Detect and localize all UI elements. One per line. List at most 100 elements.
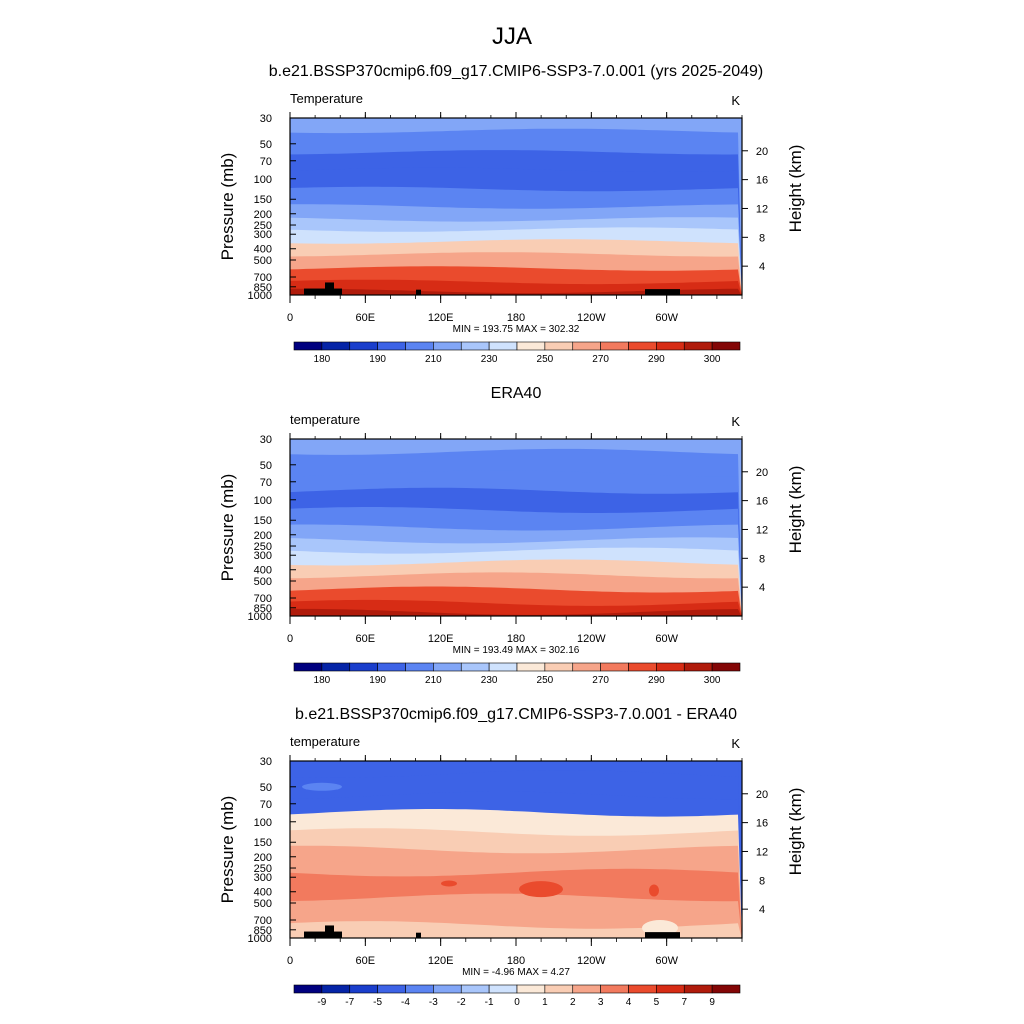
variable-label: temperature bbox=[290, 412, 360, 427]
colorbar-box bbox=[460, 662, 490, 672]
colorbar-label: 9 bbox=[709, 997, 715, 1008]
pressure-tick-label: 250 bbox=[254, 220, 272, 232]
pressure-tick-label: 30 bbox=[260, 434, 272, 446]
pressure-tick-label: 500 bbox=[254, 898, 272, 910]
colorbar-label: 7 bbox=[681, 997, 687, 1008]
pressure-tick-label: 30 bbox=[260, 756, 272, 768]
height-tick-label: 8 bbox=[759, 232, 765, 244]
colorbar-box bbox=[405, 341, 434, 351]
colorbar-box bbox=[516, 662, 546, 672]
figure-title: JJA bbox=[492, 23, 532, 50]
colorbar-label: -7 bbox=[345, 997, 354, 1008]
units-label: K bbox=[731, 93, 740, 108]
colorbar-label: 190 bbox=[369, 675, 386, 686]
colorbar-label: 190 bbox=[369, 354, 386, 365]
colorbar-box bbox=[377, 984, 406, 994]
y-axis-label-right: Height (km) bbox=[786, 788, 805, 876]
lon-tick-label: 120E bbox=[428, 312, 454, 324]
min-max-stats: MIN = 193.49 MAX = 302.16 bbox=[453, 645, 580, 656]
contour-band bbox=[290, 288, 742, 295]
pressure-tick-label: 300 bbox=[254, 872, 272, 884]
colorbar-label: 210 bbox=[425, 675, 442, 686]
colorbar-label: 230 bbox=[481, 354, 498, 365]
lon-tick-label: 60W bbox=[655, 312, 678, 324]
colorbar-box bbox=[600, 341, 629, 351]
pressure-tick-label: 700 bbox=[254, 915, 272, 927]
lon-tick-label: 120E bbox=[428, 955, 454, 967]
colorbar-box bbox=[377, 662, 406, 672]
panel-title: b.e21.BSSP370cmip6.f09_g17.CMIP6-SSP3-7.… bbox=[269, 63, 764, 80]
colorbar-label: 3 bbox=[598, 997, 604, 1008]
anomaly-blob bbox=[519, 881, 563, 898]
colorbar-box bbox=[628, 984, 657, 994]
colorbar-box bbox=[683, 662, 713, 672]
y-axis-label-right: Height (km) bbox=[786, 145, 805, 233]
colorbar-box bbox=[377, 341, 406, 351]
lon-tick-label: 120W bbox=[577, 633, 606, 645]
topography-block bbox=[416, 289, 421, 295]
height-tick-label: 20 bbox=[756, 146, 768, 158]
y-axis-label-right: Height (km) bbox=[786, 466, 805, 554]
colorbar-box bbox=[711, 662, 741, 672]
height-tick-label: 16 bbox=[756, 818, 768, 830]
lon-tick-label: 180 bbox=[507, 955, 525, 967]
pressure-tick-label: 100 bbox=[254, 495, 272, 507]
topography-block bbox=[645, 289, 680, 295]
pressure-tick-label: 50 bbox=[260, 139, 272, 151]
pressure-tick-label: 300 bbox=[254, 550, 272, 562]
colorbar-box bbox=[656, 341, 685, 351]
pressure-tick-label: 70 bbox=[260, 477, 272, 489]
pressure-tick-label: 400 bbox=[254, 565, 272, 577]
pressure-tick-label: 50 bbox=[260, 460, 272, 472]
colorbar-label: 0 bbox=[514, 997, 520, 1008]
colorbar-label: 270 bbox=[592, 675, 609, 686]
colorbar-label: 180 bbox=[314, 675, 331, 686]
pressure-tick-label: 100 bbox=[254, 174, 272, 186]
lon-tick-label: 60E bbox=[356, 955, 376, 967]
colorbar-box bbox=[600, 662, 629, 672]
pressure-tick-label: 850 bbox=[254, 925, 272, 937]
colorbar-box bbox=[600, 984, 629, 994]
anomaly-blob bbox=[642, 919, 678, 936]
pressure-tick-label: 700 bbox=[254, 272, 272, 284]
pressure-tick-label: 250 bbox=[254, 541, 272, 553]
lon-tick-label: 120W bbox=[577, 955, 606, 967]
panel-3: b.e21.BSSP370cmip6.f09_g17.CMIP6-SSP3-7.… bbox=[218, 706, 805, 1008]
contour-field bbox=[290, 118, 742, 295]
colorbar-box bbox=[656, 662, 685, 672]
min-max-stats: MIN = -4.96 MAX = 4.27 bbox=[462, 967, 570, 978]
height-tick-label: 12 bbox=[756, 203, 768, 215]
colorbar-box bbox=[349, 341, 378, 351]
colorbar-box bbox=[544, 341, 574, 351]
height-tick-label: 12 bbox=[756, 846, 768, 858]
colorbar-box bbox=[321, 984, 351, 994]
pressure-tick-label: 200 bbox=[254, 209, 272, 221]
pressure-tick-label: 500 bbox=[254, 576, 272, 588]
colorbar-box bbox=[349, 662, 378, 672]
panel-title: ERA40 bbox=[491, 385, 542, 402]
pressure-tick-label: 100 bbox=[254, 817, 272, 829]
colorbar-box bbox=[321, 341, 351, 351]
pressure-tick-label: 300 bbox=[254, 229, 272, 241]
colorbar-box bbox=[433, 662, 462, 672]
lon-tick-label: 60W bbox=[655, 955, 678, 967]
colorbar-label: 180 bbox=[314, 354, 331, 365]
colorbar-label: 5 bbox=[654, 997, 660, 1008]
contour-band bbox=[290, 930, 742, 938]
colorbar-label: -5 bbox=[373, 997, 382, 1008]
pressure-tick-label: 1000 bbox=[248, 611, 272, 623]
colorbar-box bbox=[293, 984, 323, 994]
lon-tick-label: 120W bbox=[577, 312, 606, 324]
colorbar-box bbox=[516, 341, 546, 351]
colorbar-label: 290 bbox=[648, 675, 665, 686]
pressure-tick-label: 30 bbox=[260, 113, 272, 125]
lon-tick-label: 60W bbox=[655, 633, 678, 645]
pressure-tick-label: 700 bbox=[254, 593, 272, 605]
colorbar-label: -3 bbox=[429, 997, 438, 1008]
anomaly-blob bbox=[441, 880, 457, 887]
lon-tick-label: 60E bbox=[356, 633, 376, 645]
colorbar-label: 300 bbox=[704, 675, 721, 686]
pressure-tick-label: 70 bbox=[260, 156, 272, 168]
height-tick-label: 20 bbox=[756, 789, 768, 801]
